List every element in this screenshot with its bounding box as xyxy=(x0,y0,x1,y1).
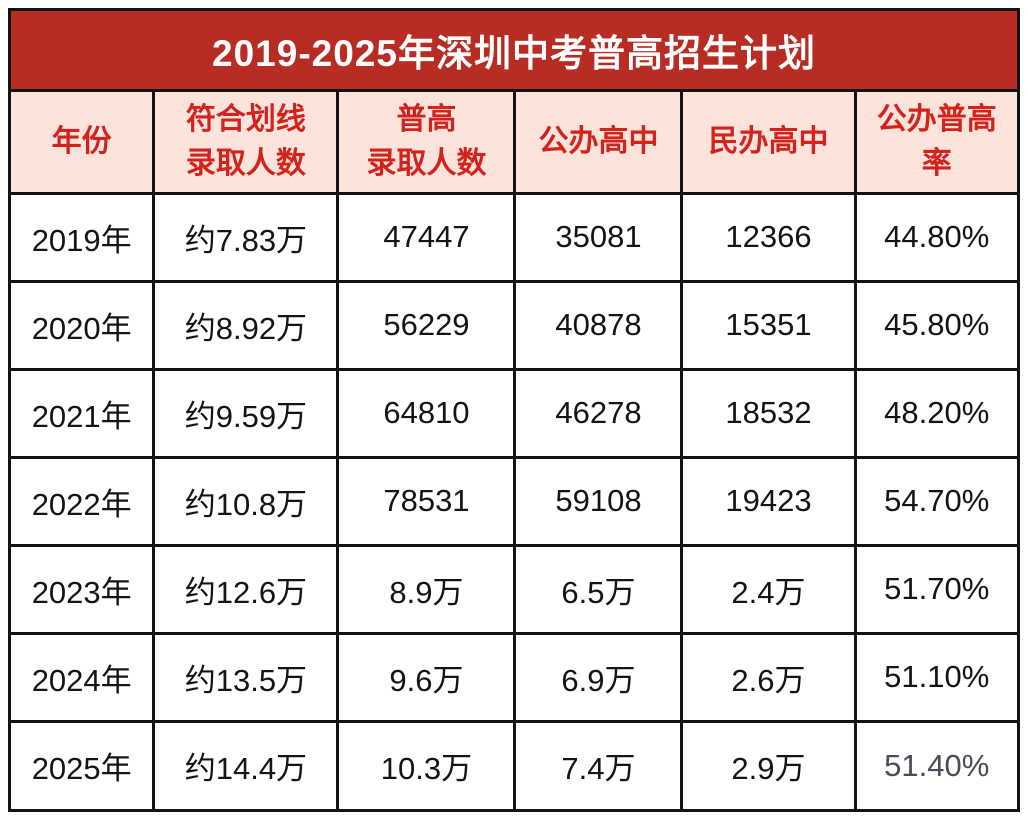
table-cell: 35081 xyxy=(513,191,684,283)
table-cell: 51.70% xyxy=(853,543,1017,635)
table-cell: 51.10% xyxy=(853,631,1017,723)
table-cell: 45.80% xyxy=(853,279,1017,371)
table-cell: 40878 xyxy=(513,279,684,371)
table-cell: 2024年 xyxy=(11,631,156,723)
table-frame: 2019-2025年深圳中考普高招生计划 年份 符合划线 录取人数 普高 录取人数公… xyxy=(8,8,1020,812)
table-cell: 64810 xyxy=(336,367,517,459)
table-cell: 6.9万 xyxy=(513,631,684,723)
table-cell: 2021年 xyxy=(11,367,156,459)
table-cell: 2.9万 xyxy=(680,719,857,809)
plan-table: 年份 符合划线 录取人数 普高 录取人数 公办高中 民办高中 公办普高 率 2019年 约7… xyxy=(11,92,1017,809)
table-cell: 约14.4万 xyxy=(152,719,340,809)
column-header: 公办高中 xyxy=(513,92,684,195)
table-cell: 59108 xyxy=(513,455,684,547)
table-cell: 约9.59万 xyxy=(152,367,340,459)
table-cell: 19423 xyxy=(680,455,857,547)
table-body: 2019年 约7.83万 47447 35081 12366 44.80% 2020年 约8.… xyxy=(11,191,1017,809)
table-cell: 18532 xyxy=(680,367,857,459)
table-cell: 9.6万 xyxy=(336,631,517,723)
column-header: 符合划线 录取人数 xyxy=(152,92,340,195)
column-header: 年份 xyxy=(11,92,156,195)
table-cell: 44.80% xyxy=(853,191,1017,283)
table-cell: 2025年 xyxy=(11,719,156,809)
table-row: 2023年 约12.6万 8.9万 6.5万 2.4万 51.70% xyxy=(11,543,1017,635)
table-cell: 约8.92万 xyxy=(152,279,340,371)
table-cell: 51.40% xyxy=(853,719,1017,809)
table-cell: 10.3万 xyxy=(336,719,517,809)
title-bar: 2019-2025年深圳中考普高招生计划 xyxy=(11,11,1017,92)
table-cell: 8.9万 xyxy=(336,543,517,635)
table-cell: 约13.5万 xyxy=(152,631,340,723)
table-cell: 2023年 xyxy=(11,543,156,635)
column-header: 民办高中 xyxy=(680,92,857,195)
table-cell: 46278 xyxy=(513,367,684,459)
table-cell: 2020年 xyxy=(11,279,156,371)
table-cell: 约10.8万 xyxy=(152,455,340,547)
table-cell: 2.6万 xyxy=(680,631,857,723)
column-header: 普高 录取人数 xyxy=(336,92,517,195)
column-header: 公办普高 率 xyxy=(853,92,1017,195)
table-cell: 48.20% xyxy=(853,367,1017,459)
table-row: 2024年 约13.5万 9.6万 6.9万 2.6万 51.10% xyxy=(11,631,1017,723)
table-cell: 7.4万 xyxy=(513,719,684,809)
table-cell: 2.4万 xyxy=(680,543,857,635)
table-cell: 6.5万 xyxy=(513,543,684,635)
table-cell: 12366 xyxy=(680,191,857,283)
table-cell: 56229 xyxy=(336,279,517,371)
page-title: 2019-2025年深圳中考普高招生计划 xyxy=(212,33,816,74)
table-cell: 78531 xyxy=(336,455,517,547)
table-cell: 54.70% xyxy=(853,455,1017,547)
table-cell: 约12.6万 xyxy=(152,543,340,635)
table-cell: 47447 xyxy=(336,191,517,283)
table-row: 2021年 约9.59万 64810 46278 18532 48.20% xyxy=(11,367,1017,459)
table-cell: 2022年 xyxy=(11,455,156,547)
table-row: 2019年 约7.83万 47447 35081 12366 44.80% xyxy=(11,191,1017,283)
table-cell: 2019年 xyxy=(11,191,156,283)
table-cell: 15351 xyxy=(680,279,857,371)
header-row: 年份 符合划线 录取人数 普高 录取人数 公办高中 民办高中 公办普高 率 xyxy=(11,92,1017,195)
table-cell: 约7.83万 xyxy=(152,191,340,283)
table-row: 2020年 约8.92万 56229 40878 15351 45.80% xyxy=(11,279,1017,371)
table-row: 2022年 约10.8万 78531 59108 19423 54.70% xyxy=(11,455,1017,547)
table-row: 2025年 约14.4万 10.3万 7.4万 2.9万 51.40% xyxy=(11,719,1017,809)
